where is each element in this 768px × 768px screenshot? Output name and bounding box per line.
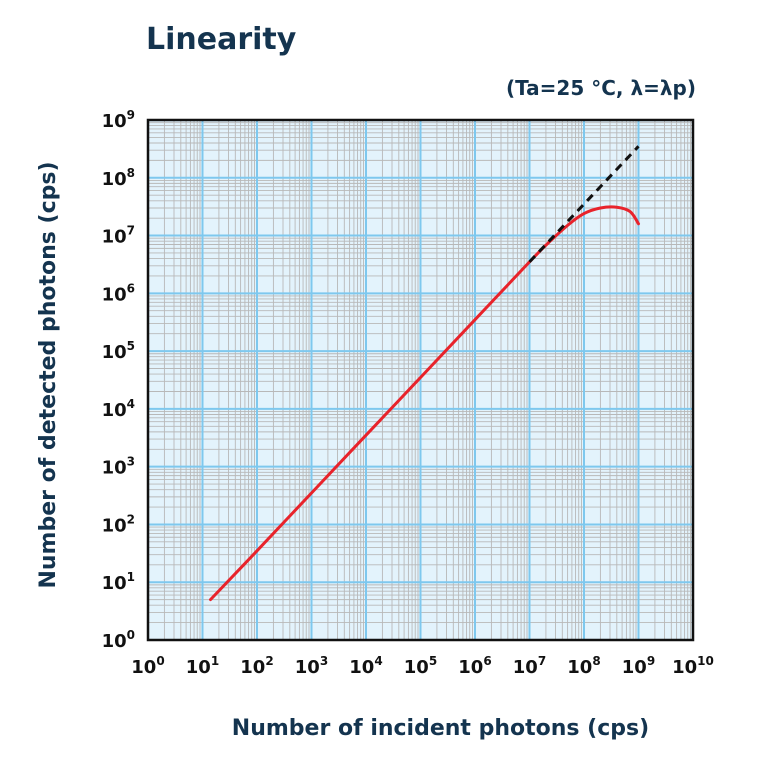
y-tick-label: 102 xyxy=(102,512,135,536)
y-axis-label: Number of detected photons (cps) xyxy=(36,161,61,588)
y-tick-label: 100 xyxy=(102,628,135,652)
y-tick-label: 103 xyxy=(102,455,135,479)
y-tick-label: 106 xyxy=(102,281,135,305)
x-axis-label: Number of incident photons (cps) xyxy=(232,716,649,741)
y-tick-label: 105 xyxy=(102,339,135,363)
x-tick-label: 106 xyxy=(458,654,491,678)
y-tick-label: 101 xyxy=(102,570,135,594)
y-tick-label: 104 xyxy=(102,397,135,421)
plot-frame xyxy=(146,118,695,642)
x-tick-label: 105 xyxy=(404,654,437,678)
y-tick-label: 107 xyxy=(102,224,135,248)
x-tick-label: 101 xyxy=(186,654,219,678)
ideal-linearity-line xyxy=(528,145,640,263)
y-axis-ticks: 100 101 102 103 104 105 106 107 108 109 xyxy=(102,108,135,652)
x-tick-label: 103 xyxy=(295,654,328,678)
x-axis-ticks: 100 101 102 103 104 105 106 107 108 109 1010 xyxy=(131,654,714,678)
chart-title: Linearity xyxy=(146,22,297,57)
x-tick-label: 108 xyxy=(567,654,600,678)
y-tick-label: 108 xyxy=(102,166,135,190)
x-tick-label: 102 xyxy=(240,654,273,678)
y-tick-label: 109 xyxy=(102,108,135,132)
x-tick-label: 1010 xyxy=(672,654,714,678)
measurement-conditions: (Ta=25 °C, λ=λp) xyxy=(505,76,696,100)
series-layer xyxy=(209,145,640,602)
x-tick-label: 104 xyxy=(349,654,382,678)
x-tick-label: 109 xyxy=(622,654,655,678)
x-tick-label: 107 xyxy=(513,654,546,678)
x-tick-label: 100 xyxy=(131,654,164,678)
